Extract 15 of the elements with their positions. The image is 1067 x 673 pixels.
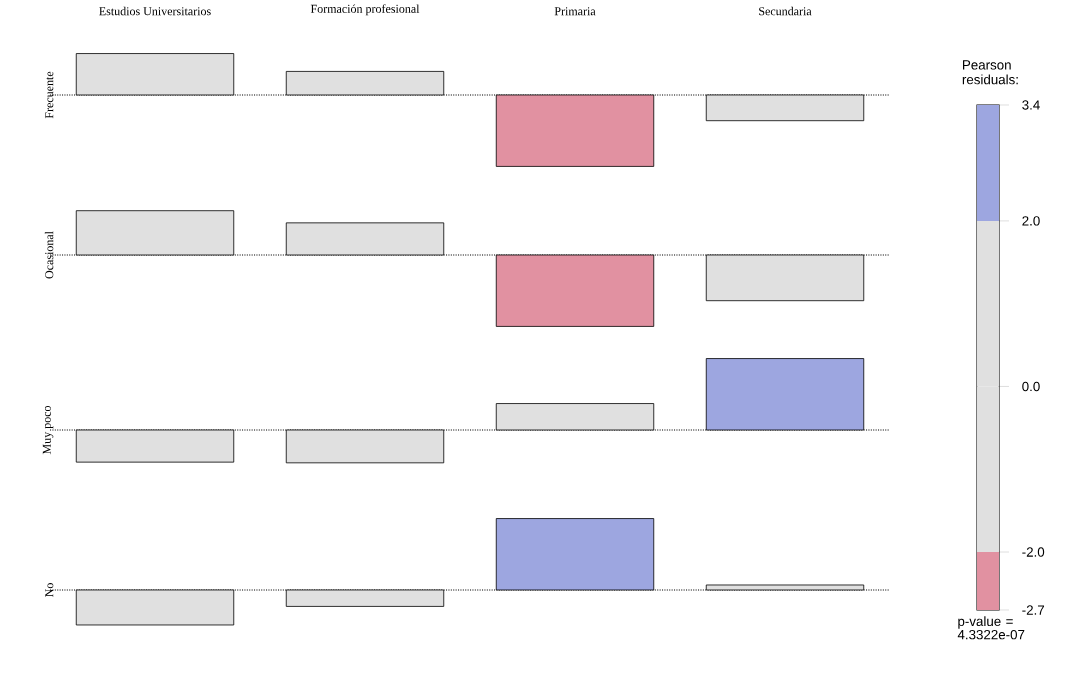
y-axis-title: No	[45, 583, 54, 597]
chart-title: Pearson residuals:	[962, 60, 1018, 85]
y-axis-title: Muy poco	[42, 405, 54, 455]
y-tick-label: -2.7	[1022, 605, 1045, 615]
y-axis-title: Ocasional	[44, 231, 54, 279]
text: p-value = 4.3322e-07	[957, 616, 1025, 640]
y-tick-label: 3.4	[1022, 100, 1040, 110]
x-tick-label: Formación profesional	[310, 4, 420, 16]
x-tick-label: Primaria	[554, 7, 596, 16]
y-tick-label: -2.0	[1022, 547, 1045, 557]
y-tick-label: 2.0	[1022, 216, 1040, 226]
x-tick-label: Secundaria	[759, 6, 812, 16]
x-tick-label: Estudios Universitarios	[99, 6, 211, 16]
y-axis-title: Frecuente	[45, 71, 54, 119]
y-tick-label: 0.0	[1022, 381, 1040, 392]
